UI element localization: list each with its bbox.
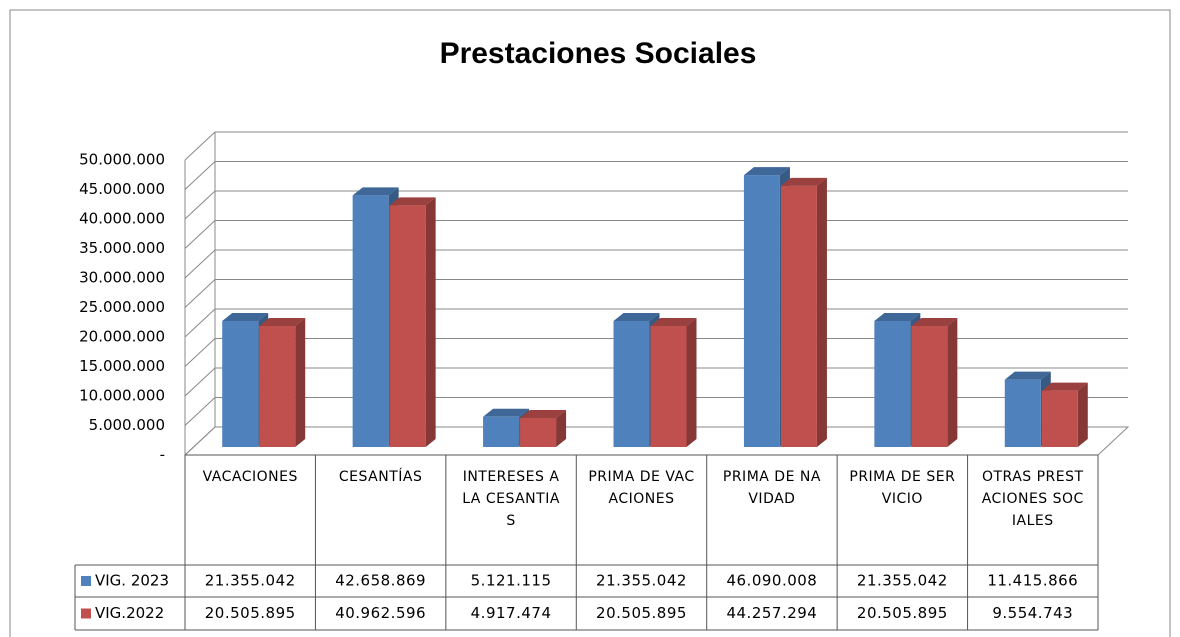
data-label: 42.658.869 [335,572,426,590]
data-label: 44.257.294 [726,604,817,622]
data-label: 9.554.743 [992,604,1073,622]
x-tick-label: OTRAS PRESTACIONES SOCIALES [981,469,1084,529]
bar [911,318,958,447]
bar [743,167,790,447]
grid-line [184,220,1128,249]
legend-swatch [81,608,91,619]
bar-face [780,177,827,186]
bar-face [911,318,958,327]
bar [780,177,827,447]
bar-face [743,167,790,176]
bar-face [613,321,650,447]
bar-face [1041,382,1088,391]
bar-face [483,416,520,447]
bar [389,197,436,447]
bar-face [743,175,780,447]
bar-face [613,313,660,322]
y-tick-label: 30.000.000 [79,269,165,287]
bar-face [520,409,567,418]
data-label: 20.505.895 [857,604,948,622]
data-label: 21.355.042 [205,572,296,590]
bar-face [1004,379,1041,447]
bar-face [222,321,259,447]
bar-face [1004,371,1051,380]
bar-face [389,205,426,447]
legend-swatch [81,576,91,586]
bar-face [352,187,399,196]
bar-face [650,326,687,447]
bar [520,409,567,447]
y-tick-label: 10.000.000 [79,387,165,405]
bar-face [259,326,296,447]
y-tick-label: 25.000.000 [79,298,165,316]
grid-line [184,190,1128,220]
x-tick-label: PRIMA DE SERVICIO [849,469,956,507]
bar-face [686,318,697,447]
y-tick-label: 15.000.000 [79,357,165,375]
x-tick-label: PRIMA DE VACACIONES [588,469,695,507]
data-label: 21.355.042 [596,572,687,590]
y-tick-label: 20.000.000 [79,328,165,346]
grid-line [184,249,1128,279]
bar-face [780,185,817,447]
data-label: 5.121.115 [471,572,552,590]
legend-label: VIG. 2023 [95,572,169,590]
grid-line [184,279,1128,308]
data-label: 11.415.866 [987,572,1078,590]
bar-face [947,318,958,447]
y-tick-label: 40.000.000 [79,210,165,228]
x-tick-label: PRIMA DE NAVIDAD [722,469,821,507]
bar-face [352,195,389,447]
bar-face [425,197,436,447]
bar-face [816,177,827,447]
bar [650,318,697,447]
grid-line [184,131,1128,161]
bar-face [874,313,921,322]
bar-face [520,417,557,447]
bar [1041,382,1088,447]
chart-title: Prestaciones Sociales [440,37,757,70]
bar-face [295,318,306,447]
data-label: 4.917.474 [471,604,552,622]
bar-face [483,408,530,417]
grid-line [184,161,1128,190]
bar-face [259,318,306,327]
chart-border [9,9,1171,637]
x-tick-label: VACACIONES [202,469,298,485]
data-label: 20.505.895 [205,604,296,622]
bar-face [911,326,948,447]
data-label: 46.090.008 [726,572,817,590]
y-tick-label: 35.000.000 [79,239,165,257]
bar-face [874,321,911,447]
data-label: 21.355.042 [857,572,948,590]
bar-face [1077,382,1088,447]
bar-face [222,313,269,322]
data-label: 40.962.596 [335,604,426,622]
x-tick-label: CESANTÍAS [338,469,423,485]
data-label: 20.505.895 [596,604,687,622]
y-tick-label: 45.000.000 [79,180,165,198]
y-tick-label: - [160,446,165,464]
bar-face [556,409,567,447]
bar-face [389,197,436,206]
bar [259,318,306,447]
x-tick-label: INTERESES A LA CESANTIAS [462,469,560,529]
bar-face [650,318,697,327]
y-tick-label: 5.000.000 [89,416,165,434]
y-tick-label: 50.000.000 [79,151,165,169]
legend-label: VIG.2022 [95,604,164,622]
bar-face [1041,390,1078,447]
